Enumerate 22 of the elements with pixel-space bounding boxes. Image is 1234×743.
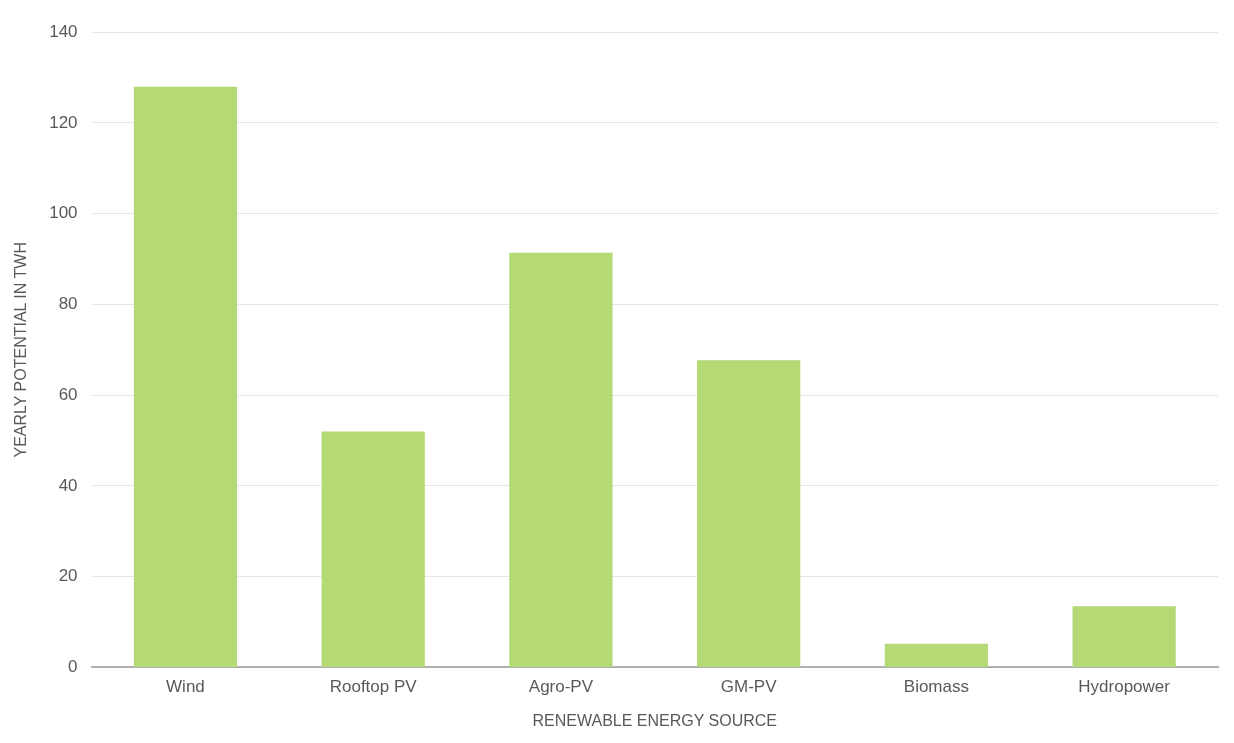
y-tick-label: 40 — [58, 475, 78, 495]
y-tick-label: 60 — [58, 384, 78, 404]
bar — [133, 86, 238, 667]
x-tick-label: Biomass — [903, 677, 969, 697]
y-tick-label: 140 — [49, 21, 78, 41]
x-tick-label: Wind — [166, 677, 205, 697]
x-tick-label: Hydropower — [1078, 677, 1171, 697]
bar — [697, 360, 801, 667]
y-tick-label: 0 — [68, 657, 78, 677]
y-tick-label: 100 — [49, 203, 78, 223]
x-tick-label: Rooftop PV — [329, 677, 418, 697]
x-tick-label: GM-PV — [720, 677, 778, 697]
y-tick-label: 120 — [49, 112, 78, 132]
bar — [509, 252, 613, 667]
x-axis-title: RENEWABLE ENERGY SOURCE — [532, 711, 778, 729]
y-axis-title: YEARLY POTENTIAL IN TWH — [12, 242, 30, 458]
x-tick-label: Agro-PV — [528, 677, 594, 697]
bar — [884, 643, 989, 667]
bar — [321, 431, 425, 667]
y-tick-label: 80 — [58, 294, 78, 314]
bar — [1072, 606, 1176, 667]
y-tick-label: 20 — [58, 566, 78, 586]
